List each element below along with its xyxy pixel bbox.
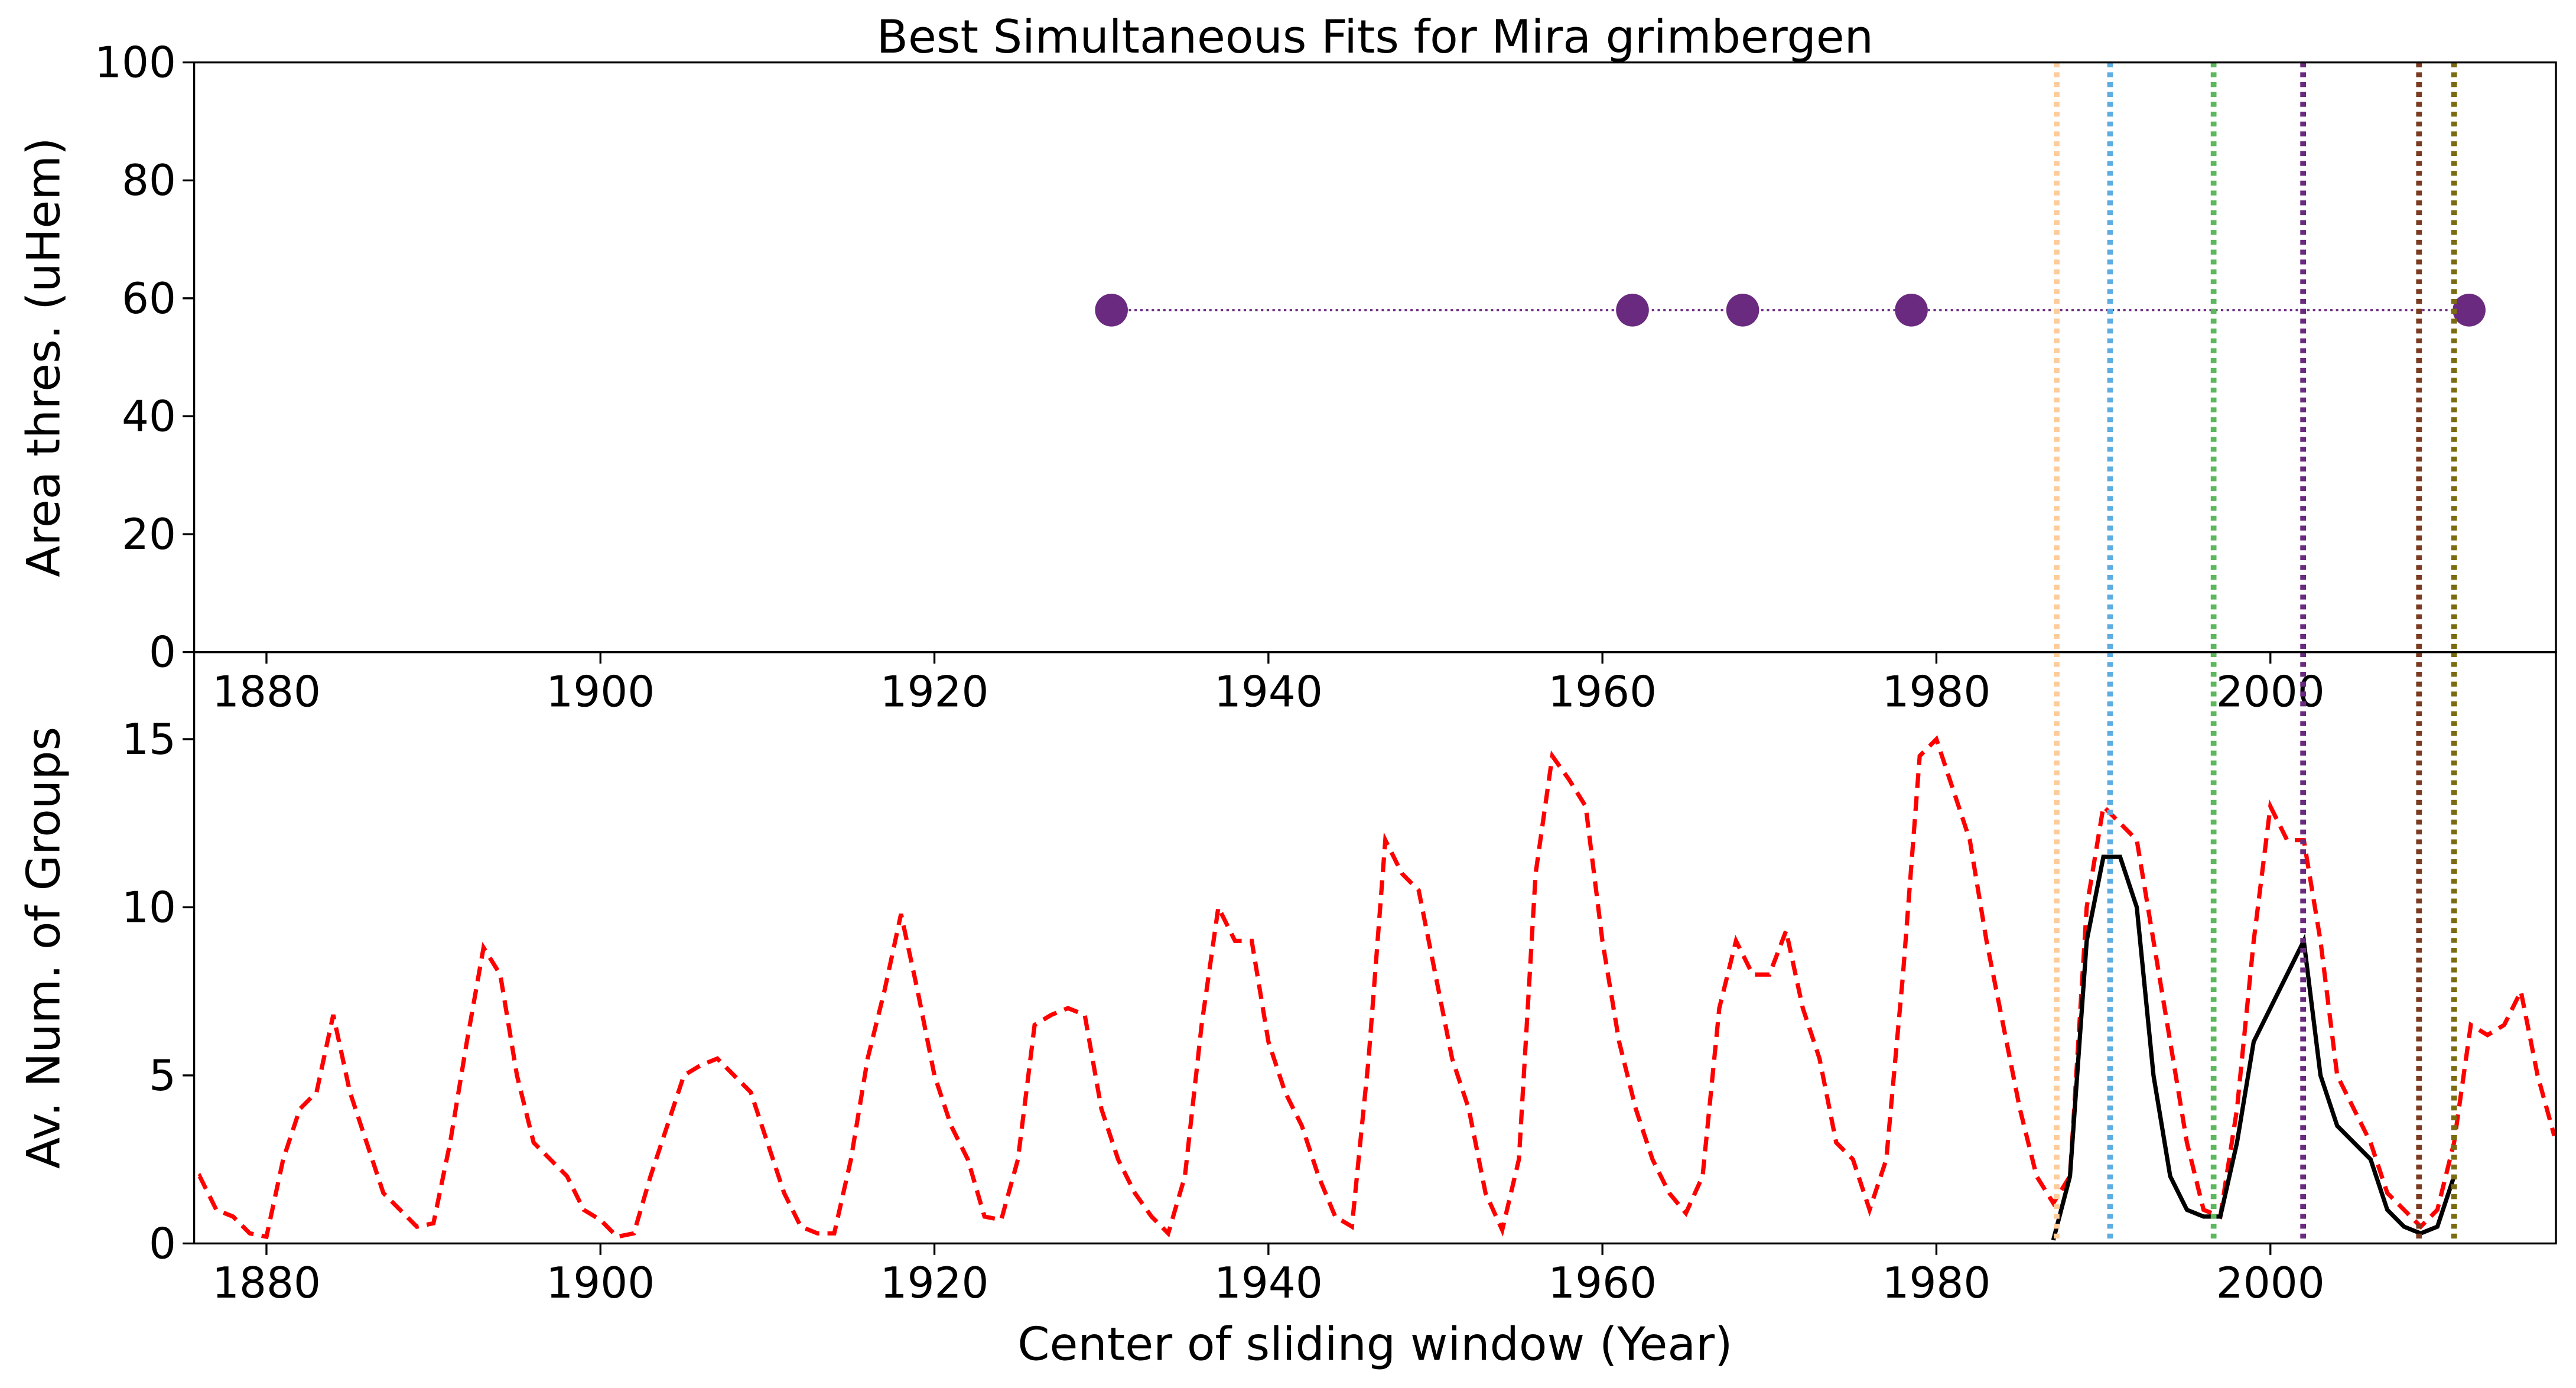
point [1726,293,1759,327]
x-tick-label: 1980 [1882,667,1990,717]
x-tick-label: 1920 [880,667,989,717]
y-tick-label: 0 [149,628,176,678]
y-tick-label: 80 [122,156,176,206]
x-axis-label: Center of sliding window (Year) [1017,1318,1732,1371]
x-tick-label: 1880 [212,1259,321,1308]
x-tick-label: 1900 [546,667,655,717]
point [1095,293,1128,327]
axes-frame [193,651,2557,1245]
series-line [194,735,2557,1240]
y-tick-label: 20 [122,510,176,560]
x-tick-label: 1960 [1548,1259,1657,1308]
y-tick-label: 10 [122,883,176,932]
point [2453,293,2486,327]
y-tick-label: 60 [122,274,176,324]
y-tick-label: 100 [95,38,176,88]
x-tick-label: 1880 [212,667,321,717]
y-tick-label: 0 [149,1219,176,1269]
point [1616,293,1649,327]
y-tick-label: 15 [122,715,176,765]
x-tick-label: 2000 [2216,1259,2325,1308]
chart-title: Best Simultaneous Fits for Mira grimberg… [877,11,1874,64]
y-tick-label: 40 [122,392,176,441]
x-tick-label: 1980 [1882,1259,1990,1308]
axes-frame [193,61,2557,654]
x-tick-label: 1920 [880,1259,989,1308]
x-tick-label: 1940 [1214,1259,1323,1308]
x-tick-label: 1940 [1214,667,1323,717]
y-axis-label: Area thres. (uHem) [18,138,71,577]
y-tick-label: 5 [149,1051,176,1101]
x-tick-label: 1960 [1548,667,1657,717]
series-line [2051,854,2457,1241]
point [1895,293,1928,327]
x-tick-label: 2000 [2216,667,2325,717]
x-tick-label: 1900 [546,1259,655,1308]
y-axis-label: Av. Num. of Groups [18,727,71,1169]
